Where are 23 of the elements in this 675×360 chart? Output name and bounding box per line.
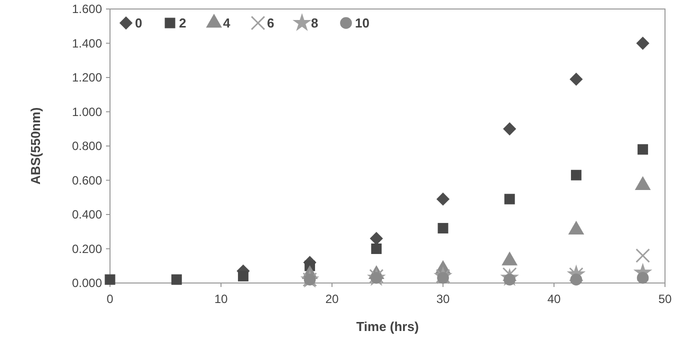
- x-tick-label: 0: [106, 292, 114, 306]
- x-tick-label: 30: [436, 292, 450, 306]
- y-tick-label: 1.200: [72, 70, 102, 85]
- legend-label: 0: [135, 16, 142, 31]
- legend-label: 6: [267, 16, 274, 31]
- y-tick-label: 1.600: [72, 2, 102, 16]
- y-tick-label: 0.800: [72, 139, 102, 154]
- legend-label: 10: [355, 16, 370, 31]
- x-tick-label: 40: [547, 292, 561, 306]
- y-axis-title: ABS(550nm): [28, 107, 43, 185]
- y-tick-label: 0.200: [72, 242, 102, 256]
- x-tick-label: 10: [214, 292, 228, 306]
- y-tick-label: 1.400: [72, 36, 102, 50]
- legend-label: 4: [223, 16, 231, 31]
- y-tick-label: 0.400: [72, 208, 102, 222]
- y-tick-label: 0.000: [72, 276, 102, 290]
- legend-label: 2: [179, 16, 186, 31]
- y-tick-label: 0.600: [72, 173, 102, 188]
- x-tick-label: 20: [325, 292, 339, 306]
- x-tick-label: 50: [658, 292, 672, 306]
- x-axis-title: Time (hrs): [356, 319, 419, 334]
- legend-label: 8: [311, 16, 318, 31]
- y-tick-label: 1.000: [72, 104, 102, 119]
